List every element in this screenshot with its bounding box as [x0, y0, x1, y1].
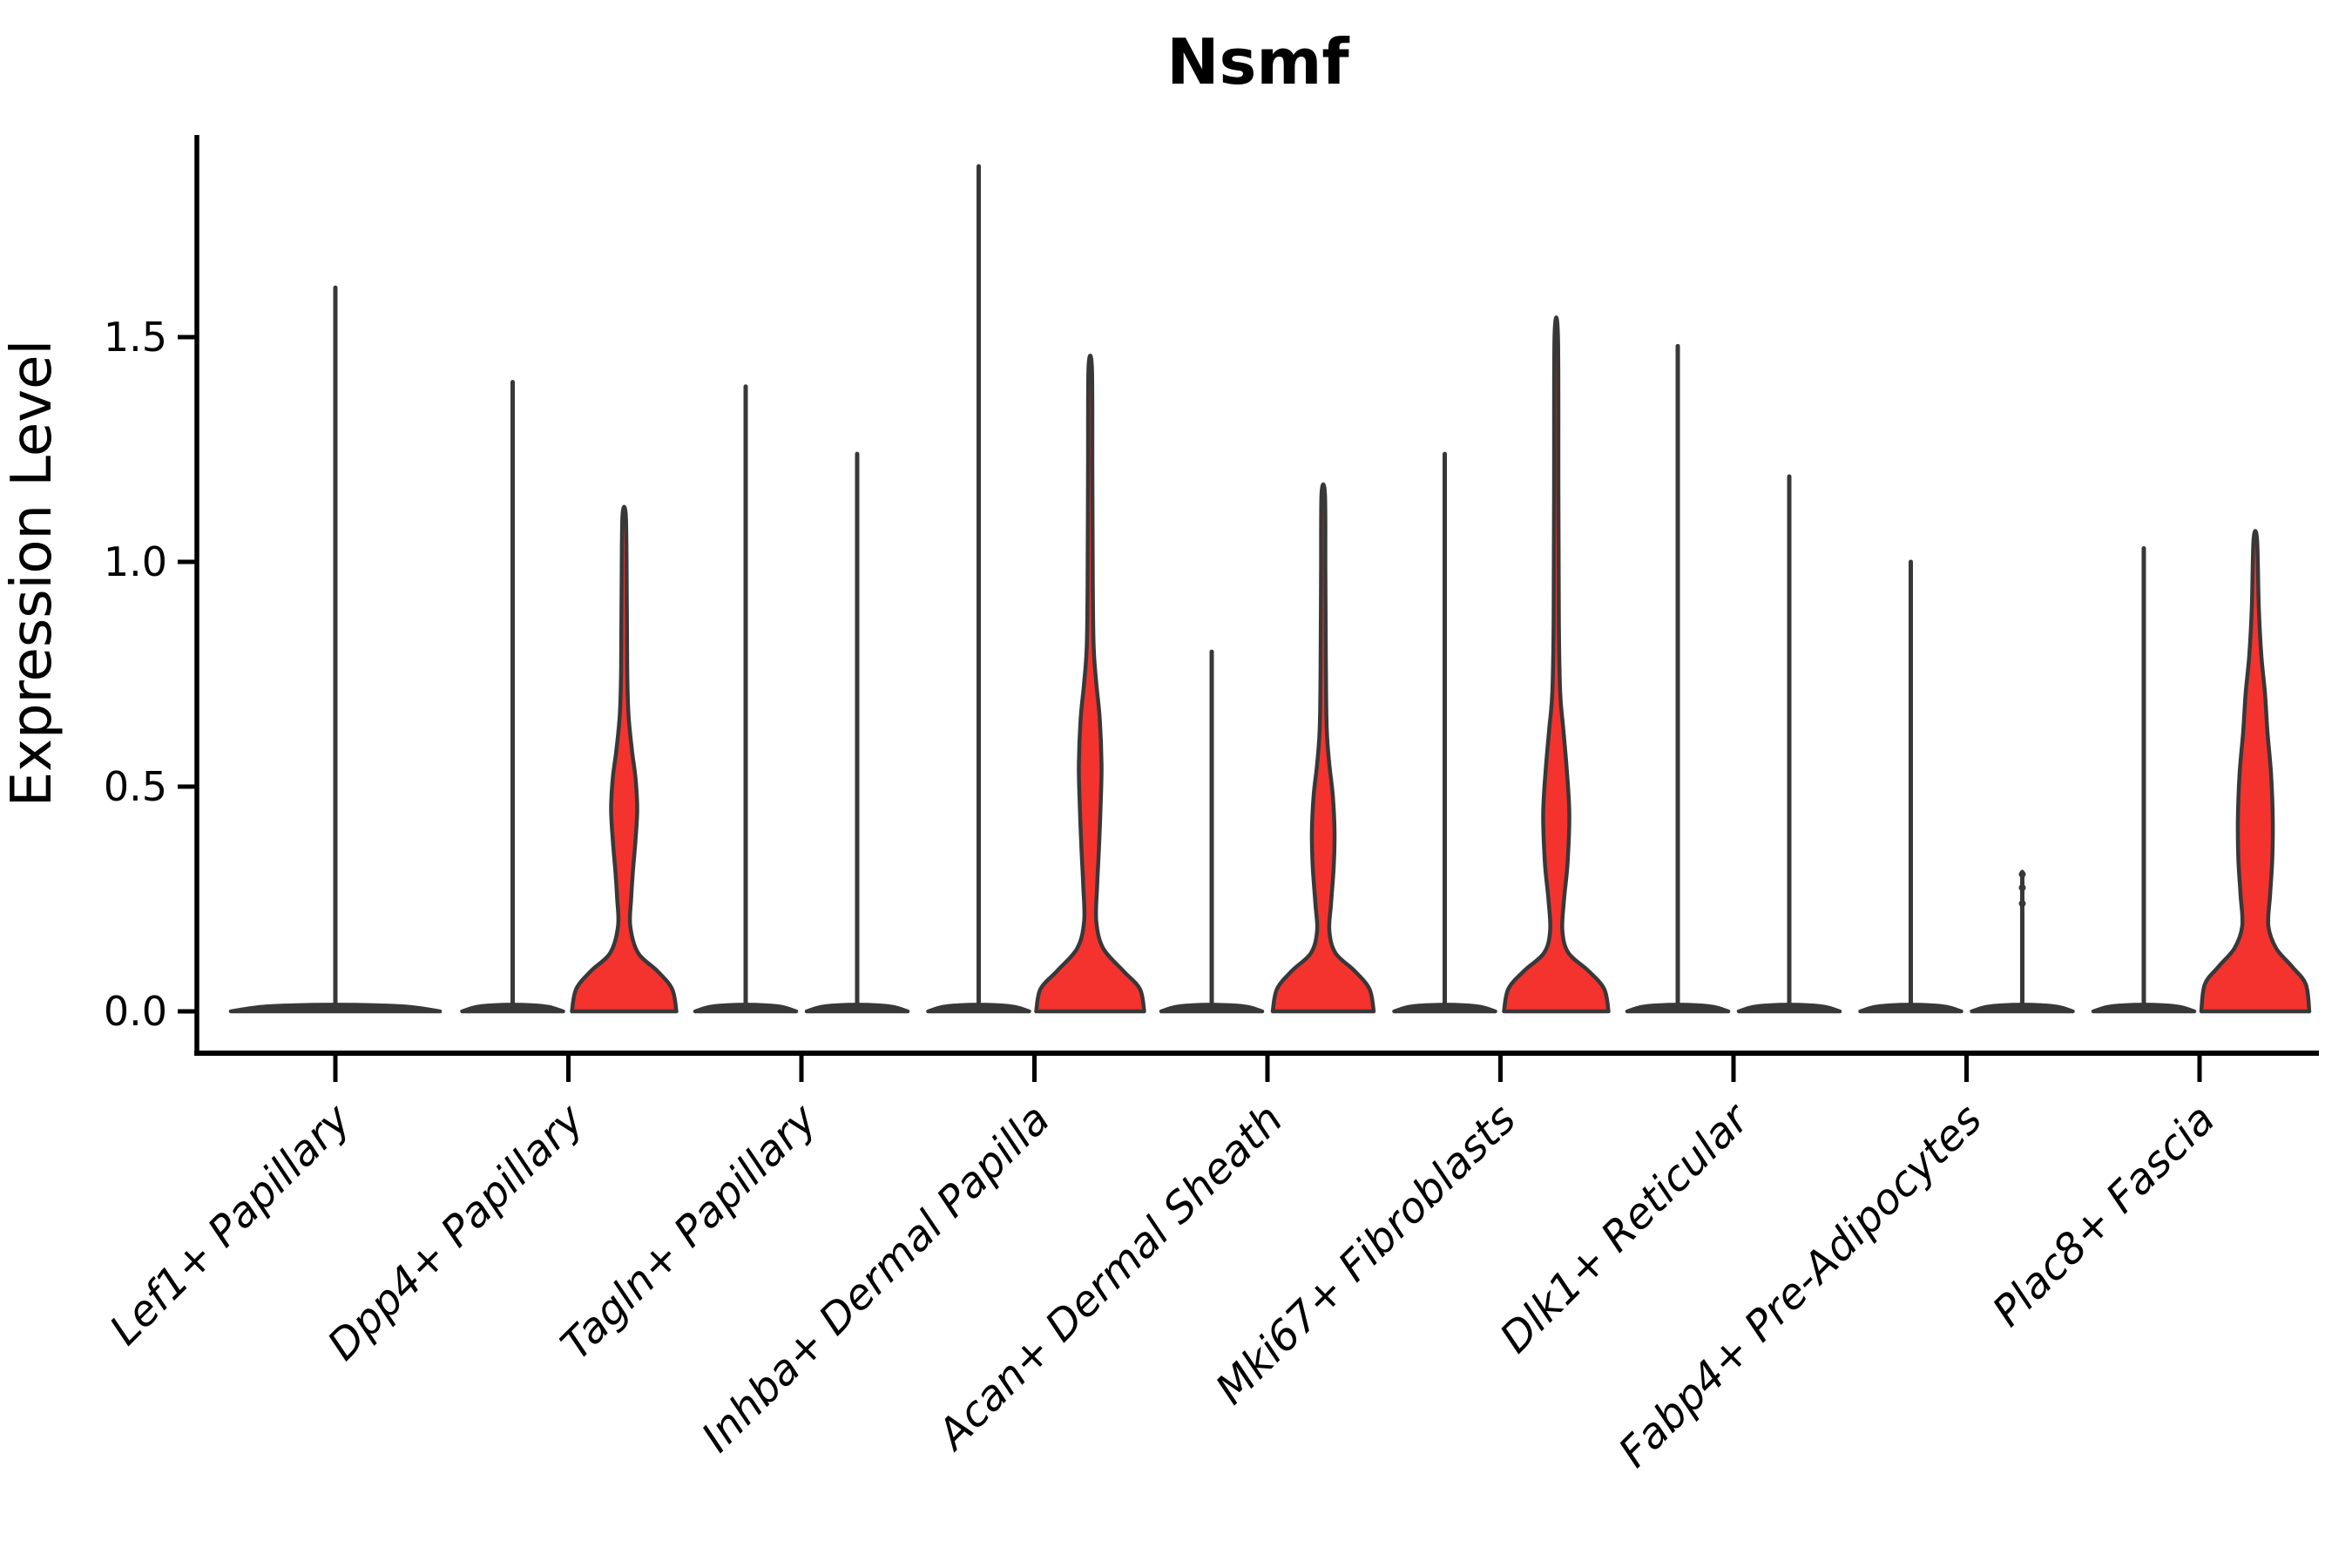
y-tick-label: 1.5: [104, 314, 167, 361]
violin-dlk1-reticular-left: [1625, 343, 1731, 1014]
violin-dlk1-reticular-right: [1736, 474, 1842, 1014]
violin-fabp4-pre-adipocytes-right-dot: [2018, 900, 2026, 908]
x-tick-label-dpp4-papillary: Dpp4+ Papillary: [318, 1094, 593, 1369]
violin-fabp4-pre-adipocytes-left: [1858, 559, 1963, 1014]
violin-fabp4-pre-adipocytes-right: [1970, 869, 2075, 1014]
violin-plac8-fascia-right: [2199, 529, 2312, 1014]
violin-dpp4-papillary-right: [570, 504, 679, 1014]
violin-acan-dermal-sheath-right: [1270, 482, 1376, 1014]
x-tick-label-tagln-papillary: Tagln+ Papillary: [551, 1094, 827, 1369]
y-tick-label: 0.0: [104, 988, 167, 1035]
x-tick-label-plac8-fascia: Plac8+ Fascia: [1984, 1095, 2225, 1336]
chart-title: Nsmf: [1166, 25, 1349, 98]
violin-plac8-fascia-left: [2091, 546, 2197, 1014]
x-tick-label-lef1-papillary: Lef1+ Papillary: [100, 1094, 361, 1355]
violin-tagln-papillary-right: [804, 451, 910, 1014]
violin-mki67-fibroblasts-right-shape: [1502, 315, 1611, 1014]
x-tick-label-dlk1-reticular: Dlk1+ Reticular: [1490, 1093, 1761, 1363]
violin-mki67-fibroblasts-right: [1502, 315, 1611, 1014]
violin-fabp4-pre-adipocytes-right-dot: [2018, 884, 2026, 892]
violin-mki67-fibroblasts-left: [1392, 451, 1497, 1014]
y-tick-label: 0.5: [104, 763, 167, 810]
violin-inhba-dermal-papilla-right: [1034, 354, 1146, 1014]
violin-inhba-dermal-papilla-right-shape: [1034, 354, 1146, 1014]
violin-series-group: [228, 164, 2312, 1014]
violin-inhba-dermal-papilla-left: [926, 164, 1031, 1014]
violin-fabp4-pre-adipocytes-right-dot: [2018, 870, 2026, 878]
violin-plac8-fascia-right-shape: [2199, 529, 2312, 1014]
violin-dpp4-papillary-left: [460, 380, 565, 1014]
violin-dpp4-papillary-right-shape: [570, 504, 679, 1014]
violin-acan-dermal-sheath-right-shape: [1270, 482, 1376, 1014]
violin-acan-dermal-sheath-left: [1159, 649, 1265, 1014]
violin-lef1-papillary-single: [228, 285, 443, 1014]
y-axis-label: Expression Level: [0, 340, 64, 808]
violin-tagln-papillary-left: [693, 384, 799, 1014]
y-tick-label: 1.0: [104, 538, 167, 585]
